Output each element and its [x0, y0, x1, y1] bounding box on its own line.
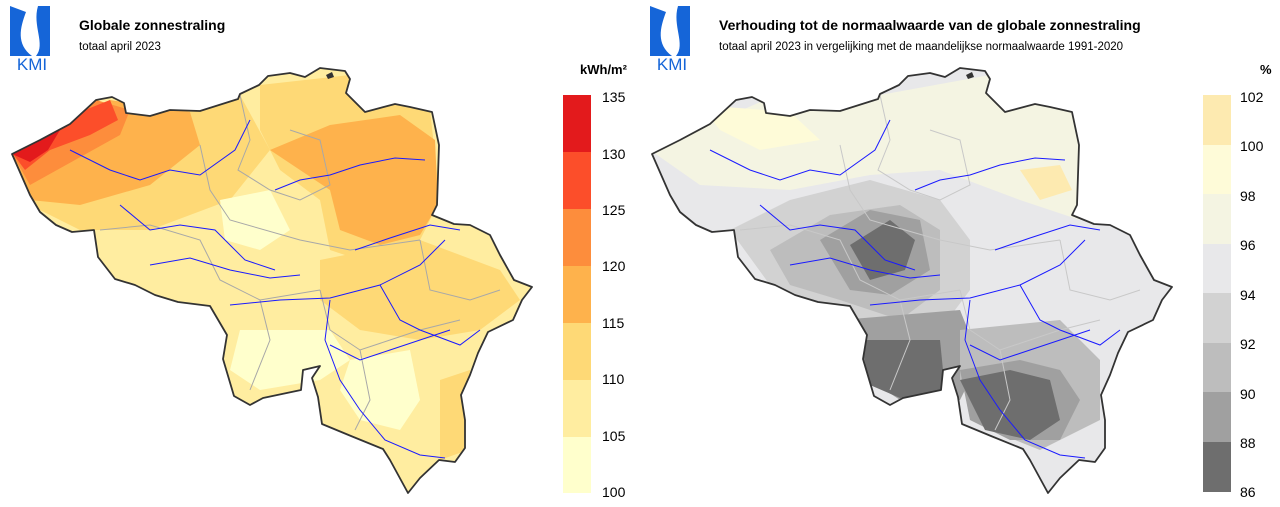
solar-radiation-panel: KMI Globale zonnestraling totaal april 2… — [10, 6, 627, 500]
legend-label: 94 — [1240, 287, 1256, 303]
legend-swatch — [563, 323, 591, 380]
legend-unit: kWh/m² — [580, 62, 627, 77]
kmi-logo: KMI — [650, 6, 690, 72]
map-subtitle: totaal april 2023 — [79, 41, 161, 53]
belgium-ratio-map — [651, 67, 1173, 494]
map-subtitle: totaal april 2023 in vergelijking met de… — [719, 41, 1124, 53]
legend-label: 100 — [1240, 138, 1264, 154]
legend-swatch — [563, 380, 591, 437]
ratio-to-normal-panel: KMI Verhouding tot de normaalwaarde van … — [640, 0, 1280, 507]
legend-label: 130 — [602, 146, 626, 162]
legend-swatch — [1203, 244, 1231, 293]
legend-swatch — [1203, 293, 1231, 343]
legend-label: 115 — [602, 315, 625, 331]
legend-label: 88 — [1240, 435, 1256, 451]
map-title: Verhouding tot de normaalwaarde van de g… — [719, 17, 1141, 33]
legend-swatch — [563, 152, 591, 209]
legend-swatch — [563, 95, 591, 152]
legend-label: 110 — [602, 371, 625, 387]
legend-swatch — [563, 437, 591, 493]
legend-label: 96 — [1240, 237, 1256, 253]
legend-swatch — [1203, 145, 1231, 194]
legend-label: 86 — [1240, 484, 1256, 500]
radiation-legend — [563, 95, 591, 493]
legend-label: 92 — [1240, 336, 1256, 352]
legend-label: 90 — [1240, 386, 1256, 402]
legend-swatch — [1203, 95, 1231, 145]
legend-swatch — [563, 266, 591, 323]
ratio-legend — [1203, 95, 1231, 492]
legend-label: 120 — [602, 258, 626, 274]
kmi-logo: KMI — [10, 6, 50, 72]
legend-label: 105 — [602, 428, 626, 444]
legend-unit: % — [1260, 62, 1272, 77]
legend-swatch — [1203, 194, 1231, 244]
legend-label: 135 — [602, 89, 626, 105]
legend-swatch — [1203, 392, 1231, 442]
legend-label: 98 — [1240, 188, 1256, 204]
legend-swatch — [1203, 442, 1231, 492]
legend-label: 100 — [602, 484, 626, 500]
legend-label: 125 — [602, 202, 626, 218]
legend-swatch — [563, 209, 591, 266]
legend-swatch — [1203, 343, 1231, 392]
svg-text:KMI: KMI — [17, 55, 47, 72]
svg-text:KMI: KMI — [657, 55, 687, 72]
belgium-radiation-map — [11, 67, 533, 494]
legend-label: 102 — [1240, 89, 1264, 105]
map-title: Globale zonnestraling — [79, 17, 226, 33]
